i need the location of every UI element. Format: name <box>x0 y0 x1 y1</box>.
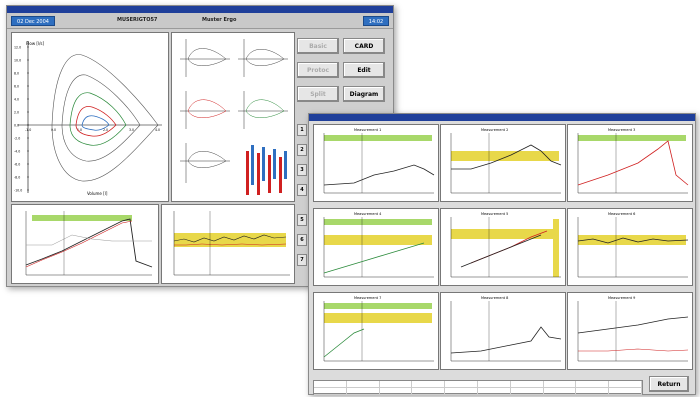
fv-ytick: 6.0 <box>14 85 19 89</box>
side-button-1[interactable]: 1 <box>297 124 307 136</box>
fv-ylabel: Flow [l/s] <box>26 41 45 46</box>
patient-id: MUSERIGTO57 <box>117 17 158 23</box>
time-display: 14:02 <box>363 16 389 26</box>
measurement-line <box>577 140 689 186</box>
measurement-line <box>451 144 562 170</box>
small-loops-svg <box>180 39 288 195</box>
lower-right-svg <box>173 211 290 276</box>
patient-header: 02 Dec 2004 MUSERIGTO57 Muster Ergo 14:0… <box>7 13 393 29</box>
measurement-line <box>323 328 365 358</box>
return-button[interactable]: Return <box>649 376 689 392</box>
fv-loop-2 <box>61 74 141 162</box>
fv-xtick: 1.0 <box>77 128 82 132</box>
summary-table <box>313 380 643 395</box>
mini-loop-1 <box>180 39 230 77</box>
fv-ytick: 12.0 <box>14 46 21 50</box>
fv-ytick: 4.0 <box>14 98 19 102</box>
results-titlebar <box>309 114 695 121</box>
flow-volume-chart: Flow [l/s] Volume [l] 12.0 10.0 8.0 6.0 4.0 2… <box>14 41 162 196</box>
lower-chart-left <box>11 204 159 284</box>
measurement-line <box>577 237 689 244</box>
fv-ytick: -2.0 <box>14 137 20 141</box>
measurement-line <box>577 316 689 334</box>
fv-loop-green <box>69 92 127 146</box>
chart-title: Measurement 3 <box>608 128 635 132</box>
mini-loop-2 <box>238 39 288 77</box>
fv-ytick: -4.0 <box>14 150 20 154</box>
measurement-chart-7: Measurement 7 <box>313 292 439 370</box>
fv-ytick: 10.0 <box>14 59 21 63</box>
fv-xtick: -1.0 <box>25 128 31 132</box>
measurement-line <box>323 164 435 186</box>
window-titlebar <box>7 6 393 13</box>
chart-title: Measurement 8 <box>481 296 508 300</box>
fv-loop-inner <box>81 115 110 131</box>
chart-title: Measurement 1 <box>354 128 381 132</box>
fv-ytick: 0.0 <box>14 124 19 128</box>
fv-xtick: 2.0 <box>103 128 108 132</box>
side-button-7[interactable]: 7 <box>297 254 307 266</box>
measurement-chart-5: Measurement 5 <box>440 208 566 286</box>
mini-loop-3 <box>180 91 230 129</box>
patient-name: Muster Ergo <box>202 17 237 23</box>
fv-xtick: 4.0 <box>155 128 160 132</box>
chart-title: Measurement 4 <box>354 212 382 216</box>
small-loops-panel <box>171 32 295 202</box>
chart-title: Measurement 7 <box>354 296 381 300</box>
chart-title: Measurement 9 <box>608 296 635 300</box>
fv-ytick: -8.0 <box>14 176 20 180</box>
measurement-line <box>450 326 562 354</box>
card-button[interactable]: CARD <box>343 38 385 54</box>
fv-ytick: 8.0 <box>14 72 19 76</box>
protocol-button[interactable]: Protoc <box>297 62 339 78</box>
side-button-2[interactable]: 2 <box>297 144 307 156</box>
measurement-chart-8: Measurement 8 <box>440 292 566 370</box>
measurement-chart-3: Measurement 3 <box>567 124 693 202</box>
measurement-chart-1: Measurement 1 <box>313 124 439 202</box>
measurement-chart-6: Measurement 6 <box>567 208 693 286</box>
chart-title: Measurement 2 <box>481 128 508 132</box>
edit-button[interactable]: Edit <box>343 62 385 78</box>
lower-left-svg <box>25 211 153 276</box>
mini-loop-4 <box>238 91 288 129</box>
measurement-chart-9: Measurement 9 <box>567 292 693 370</box>
side-button-5[interactable]: 5 <box>297 214 307 226</box>
results-window: Measurement 1 Measurement 2 Measurement 3 M… <box>308 113 696 395</box>
fv-loop-outer <box>51 54 159 182</box>
mini-loop-5 <box>180 143 230 183</box>
fv-xtick: 0.0 <box>51 128 56 132</box>
fv-ytick: -6.0 <box>14 163 20 167</box>
measurement-chart-2: Measurement 2 <box>440 124 566 202</box>
fv-loop-red <box>75 106 117 137</box>
flow-volume-panel: Flow [l/s] Volume [l] 12.0 10.0 8.0 6.0 4.0 2… <box>11 32 169 202</box>
fv-xlabel: Volume [l] <box>87 191 108 196</box>
side-button-4[interactable]: 4 <box>297 184 307 196</box>
diagram-button[interactable]: Diagram <box>343 86 385 102</box>
bar-indicator <box>246 145 287 195</box>
fv-ytick: -10.0 <box>14 189 22 193</box>
side-button-3[interactable]: 3 <box>297 164 307 176</box>
split-button[interactable]: Split <box>297 86 339 102</box>
chart-title: Measurement 6 <box>608 212 635 216</box>
date-display: 02 Dec 2004 <box>11 16 55 26</box>
basic-button[interactable]: Basic <box>297 38 339 54</box>
chart-title: Measurement 5 <box>481 212 508 216</box>
fv-ytick: 2.0 <box>14 111 19 115</box>
measurement-line <box>323 242 425 274</box>
measurement-chart-4: Measurement 4 <box>313 208 439 286</box>
side-button-6[interactable]: 6 <box>297 234 307 246</box>
fv-xtick: 3.0 <box>129 128 134 132</box>
lower-chart-right <box>161 204 295 284</box>
